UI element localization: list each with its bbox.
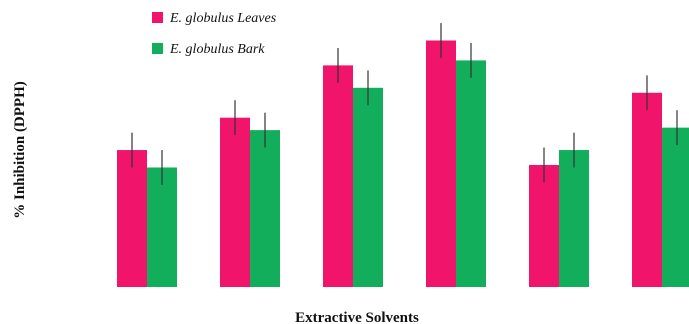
bar-bark-1 [147,167,177,287]
legend-swatch-bark [152,43,163,54]
legend-swatch-leaves [152,12,163,23]
bar-bark-4 [456,60,486,287]
legend-label-leaves: E. globulus Leaves [169,11,277,26]
bar-leaves-1 [117,150,147,287]
bar-bark-2 [250,130,280,287]
legend: E. globulus Leaves E. globulus Bark [152,11,277,57]
bars-group [117,40,689,288]
bar-leaves-4 [426,40,456,287]
bar-leaves-2 [220,117,250,288]
bar-bark-5 [559,150,589,287]
bar-leaves-5 [529,164,559,287]
y-axis-title: % Inhibition (DPPH) [12,81,28,219]
legend-label-bark: E. globulus Bark [169,42,265,57]
bar-leaves-6 [632,92,662,287]
bar-bark-6 [662,127,689,287]
x-axis-title: Extractive Solvents [295,310,419,324]
bar-leaves-3 [323,65,353,287]
bar-bark-3 [353,87,383,287]
error-bars-group [131,23,678,185]
